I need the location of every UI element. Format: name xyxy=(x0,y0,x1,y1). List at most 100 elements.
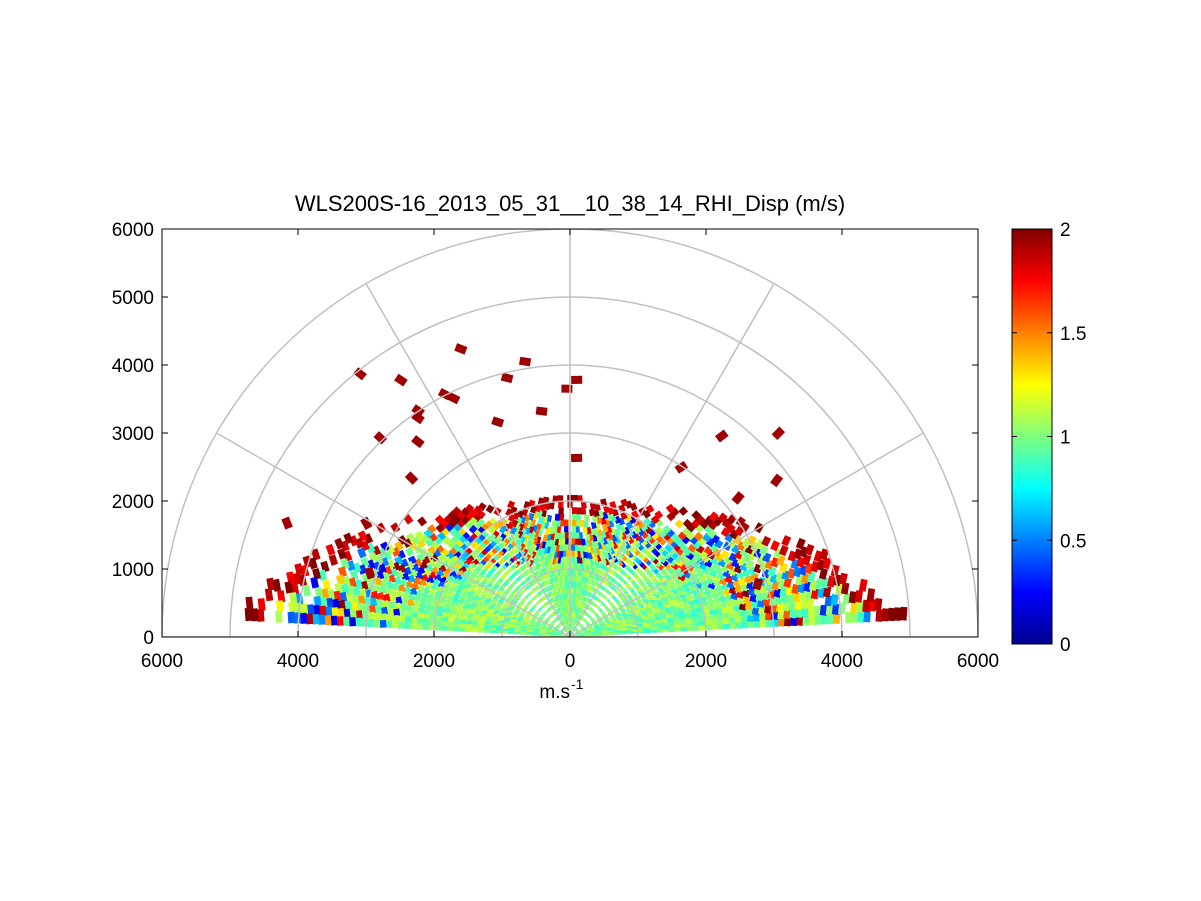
data-cell xyxy=(747,587,757,597)
data-cell xyxy=(712,596,721,605)
data-cell xyxy=(819,604,828,616)
data-cell xyxy=(635,614,643,620)
y-tick-label: 5000 xyxy=(112,288,154,309)
x-tick-label: 6000 xyxy=(957,651,999,672)
data-cell xyxy=(778,545,789,557)
data-cell xyxy=(740,614,749,623)
data-cell xyxy=(761,535,772,547)
data-cell xyxy=(624,622,632,627)
data-cell xyxy=(576,550,581,558)
data-cell xyxy=(553,576,558,584)
data-cell xyxy=(574,531,580,539)
data-cell xyxy=(434,624,442,631)
data-cell xyxy=(746,614,755,623)
data-cell xyxy=(627,612,635,618)
data-cell xyxy=(735,621,743,629)
data-cell xyxy=(555,588,559,596)
data-cell xyxy=(572,586,575,594)
data-cell xyxy=(539,503,546,512)
data-cell xyxy=(765,618,773,628)
data-cell xyxy=(705,593,714,601)
data-cell xyxy=(415,623,424,630)
data-cell xyxy=(582,576,587,584)
data-cell xyxy=(544,552,550,561)
data-cell xyxy=(682,604,691,612)
data-cell xyxy=(578,532,584,540)
data-cell xyxy=(736,590,745,599)
data-cell xyxy=(348,617,356,627)
data-cell xyxy=(557,581,561,589)
data-cell xyxy=(555,582,559,590)
data-cell xyxy=(476,628,484,633)
data-cell xyxy=(687,543,697,553)
data-cell xyxy=(571,543,576,551)
data-cell xyxy=(580,575,585,583)
data-cell xyxy=(590,521,597,530)
data-cell xyxy=(596,541,603,550)
x-tick-label: 4000 xyxy=(277,651,319,672)
data-cell xyxy=(708,511,719,522)
data-cell xyxy=(671,607,679,614)
data-cell xyxy=(801,607,810,618)
data-cell xyxy=(589,502,597,511)
data-cell xyxy=(617,622,625,627)
data-cell xyxy=(777,579,787,590)
data-cell xyxy=(832,612,841,625)
data-cell xyxy=(740,582,749,592)
data-cell-outlier xyxy=(561,384,573,393)
data-cell xyxy=(820,613,829,625)
data-cell xyxy=(586,577,591,585)
data-cell xyxy=(507,631,515,635)
data-cell xyxy=(275,610,283,623)
data-cell xyxy=(824,595,833,607)
data-cell xyxy=(795,574,804,586)
data-cell xyxy=(899,606,908,621)
data-cell-outlier xyxy=(570,453,583,463)
data-cell xyxy=(559,519,565,527)
data-cell xyxy=(862,599,871,613)
data-cell xyxy=(571,525,577,533)
data-cell xyxy=(804,562,814,575)
data-cell xyxy=(650,515,660,525)
data-cell xyxy=(825,604,834,616)
y-tick-label: 0 xyxy=(143,628,154,649)
data-cell xyxy=(509,526,518,535)
data-cell xyxy=(664,544,673,553)
data-cell xyxy=(570,556,575,563)
y-tick-label: 3000 xyxy=(112,424,154,445)
data-cell xyxy=(676,606,685,613)
data-cell xyxy=(752,606,760,616)
data-cell xyxy=(621,614,630,620)
data-cell xyxy=(693,531,704,542)
data-cell xyxy=(793,548,803,560)
x-tick-label: 2000 xyxy=(413,651,455,672)
data-cell xyxy=(570,568,574,576)
data-cell xyxy=(574,537,579,545)
data-cell xyxy=(575,562,580,570)
data-cell xyxy=(777,610,785,620)
data-cell xyxy=(722,587,731,597)
data-cell xyxy=(728,586,738,595)
data-cell xyxy=(571,549,575,557)
data-cell xyxy=(562,550,567,558)
data-cell xyxy=(570,562,575,570)
data-cell xyxy=(695,514,706,525)
data-cell xyxy=(551,520,557,528)
data-cell xyxy=(447,510,458,520)
data-cell xyxy=(561,543,566,551)
colorbar-tick-label: 2 xyxy=(1060,220,1071,241)
data-cell xyxy=(716,617,724,625)
data-cell xyxy=(661,624,669,630)
data-cell xyxy=(682,518,693,529)
data-cell xyxy=(746,607,754,616)
data-cell xyxy=(725,599,734,607)
data-cell xyxy=(770,540,780,552)
data-cell xyxy=(713,601,722,610)
data-cell xyxy=(656,628,664,633)
data-cell xyxy=(599,517,607,526)
data-cell xyxy=(715,584,724,593)
data-cell xyxy=(654,526,664,536)
data-cell xyxy=(720,606,729,614)
data-cell xyxy=(822,585,832,598)
